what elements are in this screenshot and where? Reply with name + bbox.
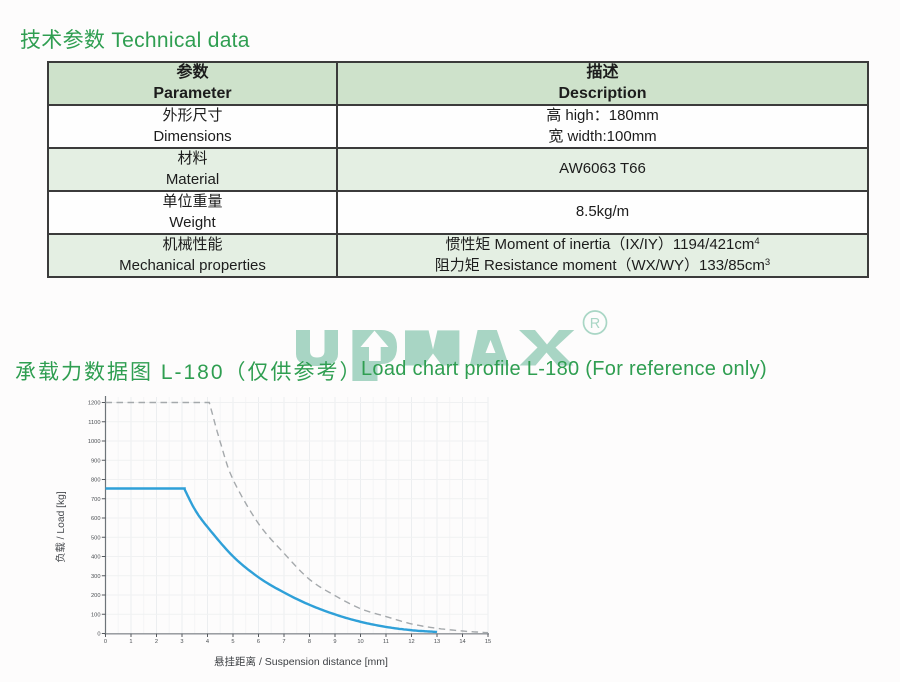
svg-text:400: 400: [91, 555, 101, 561]
svg-text:0: 0: [104, 639, 107, 645]
svg-text:悬挂距离 / Suspension distance [mm: 悬挂距离 / Suspension distance [mm]: [214, 655, 388, 668]
svg-text:300: 300: [91, 574, 101, 580]
svg-text:1200: 1200: [88, 401, 101, 407]
svg-text:4: 4: [206, 639, 209, 645]
svg-text:负载 / Load [kg]: 负载 / Load [kg]: [54, 491, 67, 563]
svg-text:0: 0: [97, 632, 100, 638]
svg-text:10: 10: [357, 639, 363, 645]
svg-text:8: 8: [308, 639, 311, 645]
svg-text:12: 12: [408, 639, 414, 645]
svg-text:1000: 1000: [88, 439, 101, 445]
svg-text:2: 2: [155, 639, 158, 645]
svg-text:100: 100: [91, 612, 101, 618]
svg-text:7: 7: [282, 639, 285, 645]
svg-text:600: 600: [91, 516, 101, 522]
svg-text:14: 14: [459, 639, 465, 645]
svg-text:R: R: [590, 316, 600, 332]
svg-text:13: 13: [434, 639, 440, 645]
svg-text:500: 500: [91, 535, 101, 541]
svg-text:6: 6: [257, 639, 260, 645]
svg-text:700: 700: [91, 497, 101, 503]
svg-text:800: 800: [91, 478, 101, 484]
svg-text:15: 15: [485, 639, 491, 645]
svg-text:1: 1: [129, 639, 132, 645]
svg-text:900: 900: [91, 458, 101, 464]
svg-text:3: 3: [180, 639, 183, 645]
svg-text:200: 200: [91, 593, 101, 599]
svg-text:1100: 1100: [88, 420, 100, 426]
svg-text:5: 5: [231, 639, 234, 645]
svg-text:11: 11: [383, 639, 389, 645]
svg-text:9: 9: [333, 639, 336, 645]
